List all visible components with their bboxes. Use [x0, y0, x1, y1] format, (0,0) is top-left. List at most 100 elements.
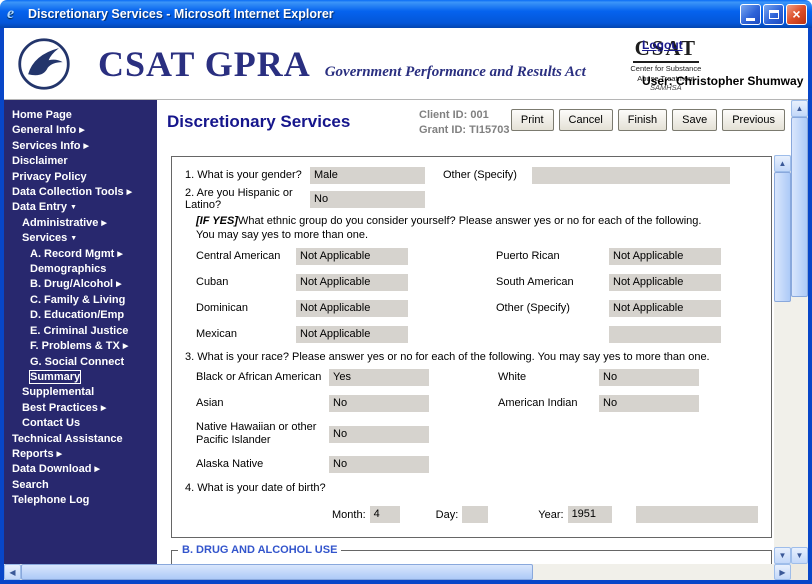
sidebar-item-privacy-policy[interactable]: Privacy Policy [4, 170, 157, 185]
scroll-right-button[interactable]: ▶ [774, 564, 791, 580]
race-grid: Black or African American Yes White No A… [172, 369, 771, 473]
gender-field[interactable]: Male [310, 166, 425, 184]
header-user-area: Logout User: Christopher Shumway [642, 36, 804, 88]
sidebar-item-g-social-connect[interactable]: G. Social Connect [4, 355, 157, 370]
sidebar-item-search[interactable]: Search [4, 478, 157, 493]
sidebar-item-label: Summary [28, 369, 82, 384]
sidebar-item-technical-assistance[interactable]: Technical Assistance [4, 432, 157, 447]
sidebar-item-d-education-emp[interactable]: D. Education/Emp [4, 308, 157, 323]
scrollbar-thumb[interactable] [791, 117, 808, 297]
month-field[interactable]: 4 [369, 506, 400, 523]
sidebar-item-demographics[interactable]: Demographics [4, 262, 157, 277]
sidebar-item-best-practices[interactable]: Best Practices ▶ [4, 401, 157, 416]
sidebar-item-general-info[interactable]: General Info ▶ [4, 123, 157, 138]
sidebar-item-summary[interactable]: Summary [4, 369, 157, 385]
sidebar-item-telephone-log[interactable]: Telephone Log [4, 493, 157, 508]
form-region: 1. What is your gender? Male Other (Spec… [157, 155, 791, 564]
cancel-button[interactable]: Cancel [558, 109, 613, 131]
scroll-up-button[interactable]: ▲ [791, 100, 808, 117]
csat-samhsa-logo: CSAT Center for Substance Abuse Treatmen… [614, 36, 718, 92]
scrollbar-track[interactable] [774, 172, 791, 547]
hispanic-question-row: 2. Are you Hispanic or Latino? No [172, 187, 771, 211]
sidebar-item-services-info[interactable]: Services Info ▶ [4, 139, 157, 154]
window-title: Discretionary Services - Microsoft Inter… [28, 7, 334, 21]
minimize-button[interactable] [740, 3, 761, 25]
ethnic-note-body: What ethnic group do you consider yourse… [196, 215, 702, 241]
sidebar-item-disclaimer[interactable]: Disclaimer [4, 154, 157, 169]
sidebar-item-administrative[interactable]: Administrative ▶ [4, 216, 157, 231]
scrollbar-thumb[interactable] [774, 172, 791, 302]
year-field[interactable]: 1951 [567, 506, 612, 523]
sidebar-nav: Home Page General Info ▶ Services Info ▶ D… [4, 100, 157, 564]
scrollbar-track[interactable] [791, 117, 808, 547]
ethnic-field-cuban[interactable]: Not Applicable [296, 274, 408, 291]
race-field-black[interactable]: Yes [329, 369, 429, 386]
sidebar-item-label: Demographics [30, 263, 107, 276]
ethnic-label-mexican: Mexican [196, 328, 237, 340]
save-button[interactable]: Save [672, 109, 718, 131]
sidebar-item-data-collection-tools[interactable]: Data Collection Tools ▶ [4, 185, 157, 200]
scroll-left-button[interactable]: ◀ [4, 564, 21, 580]
logout-link[interactable]: Logout [642, 38, 683, 52]
sidebar-item-label: Services Info [12, 139, 81, 152]
client-id-row: Client ID: 001 [419, 108, 510, 123]
page-title: Discretionary Services [167, 112, 351, 131]
ethnic-field-central-american[interactable]: Not Applicable [296, 248, 408, 265]
sidebar-item-services[interactable]: Services ▼ [4, 231, 157, 246]
internet-explorer-icon[interactable]: e [7, 5, 15, 22]
scroll-up-button[interactable]: ▲ [774, 155, 791, 172]
sidebar-item-label: Technical Assistance [12, 432, 123, 445]
maximize-button[interactable] [763, 3, 784, 25]
ethnic-field-puerto-rican[interactable]: Not Applicable [609, 248, 721, 265]
sidebar-item-c-family-living[interactable]: C. Family & Living [4, 293, 157, 308]
form-vertical-scrollbar: ▲ ▼ [774, 155, 791, 564]
sidebar-item-b-drug-alcohol[interactable]: B. Drug/Alcohol ▶ [4, 277, 157, 292]
submenu-arrow-icon: ▶ [116, 281, 122, 289]
window-frame: CSAT GPRA Government Performance and Res… [0, 28, 812, 584]
ethnic-field-dominican[interactable]: Not Applicable [296, 300, 408, 317]
grant-id-value: TI15703 [469, 124, 510, 136]
ethnic-other-detail-field[interactable] [609, 326, 721, 343]
race-field-native-hawaiian[interactable]: No [329, 425, 429, 443]
sidebar-item-e-criminal-justice[interactable]: E. Criminal Justice [4, 324, 157, 339]
sidebar-item-label: Data Collection Tools [12, 186, 124, 199]
logged-in-user: User: Christopher Shumway [642, 74, 804, 88]
ethnic-field-mexican[interactable]: Not Applicable [296, 326, 408, 343]
scroll-down-button[interactable]: ▼ [791, 547, 808, 564]
ethnic-field-other-specify[interactable]: Not Applicable [609, 300, 721, 317]
scrollbar-thumb[interactable] [21, 564, 534, 580]
sidebar-item-reports[interactable]: Reports ▶ [4, 447, 157, 462]
scroll-down-button[interactable]: ▼ [774, 547, 791, 564]
section-demographics: 1. What is your gender? Male Other (Spec… [171, 156, 772, 538]
gender-question-label: 1. What is your gender? [185, 169, 302, 181]
client-grant-ids: Client ID: 001 Grant ID: TI15703 [419, 108, 510, 138]
sidebar-item-label: E. Criminal Justice [30, 324, 129, 337]
sidebar-item-supplemental[interactable]: Supplemental [4, 385, 157, 400]
hispanic-field[interactable]: No [310, 190, 425, 208]
sidebar-item-contact-us[interactable]: Contact Us [4, 416, 157, 431]
sidebar-item-a-record-mgmt[interactable]: A. Record Mgmt ▶ [4, 247, 157, 262]
brand-block: CSAT GPRA Government Performance and Res… [98, 43, 586, 85]
scroll-left-icon: ◀ [9, 567, 16, 577]
day-field[interactable] [462, 506, 489, 523]
scrollbar-track[interactable] [21, 564, 774, 580]
previous-button[interactable]: Previous [722, 109, 785, 131]
sidebar-item-data-download[interactable]: Data Download ▶ [4, 462, 157, 477]
client-id-label: Client ID: [419, 109, 468, 121]
ethnic-field-south-american[interactable]: Not Applicable [609, 274, 721, 291]
close-button[interactable]: × [786, 3, 807, 25]
gender-other-field[interactable] [531, 166, 730, 184]
race-field-american-indian[interactable]: No [599, 395, 699, 412]
race-field-alaska-native[interactable]: No [329, 456, 429, 473]
race-field-white[interactable]: No [599, 369, 699, 386]
submenu-arrow-icon: ▶ [100, 404, 107, 412]
race-field-asian[interactable]: No [329, 395, 429, 412]
sidebar-item-f-problems-tx[interactable]: F. Problems & TX ▶ [4, 339, 157, 354]
dob-extra-field[interactable] [635, 506, 758, 523]
finish-button[interactable]: Finish [617, 109, 668, 131]
race-label-alaska-native: Alaska Native [196, 458, 264, 470]
sidebar-item-home-page[interactable]: Home Page [4, 108, 157, 123]
sidebar-item-data-entry[interactable]: Data Entry ▼ [4, 200, 157, 215]
print-button[interactable]: Print [510, 109, 554, 131]
